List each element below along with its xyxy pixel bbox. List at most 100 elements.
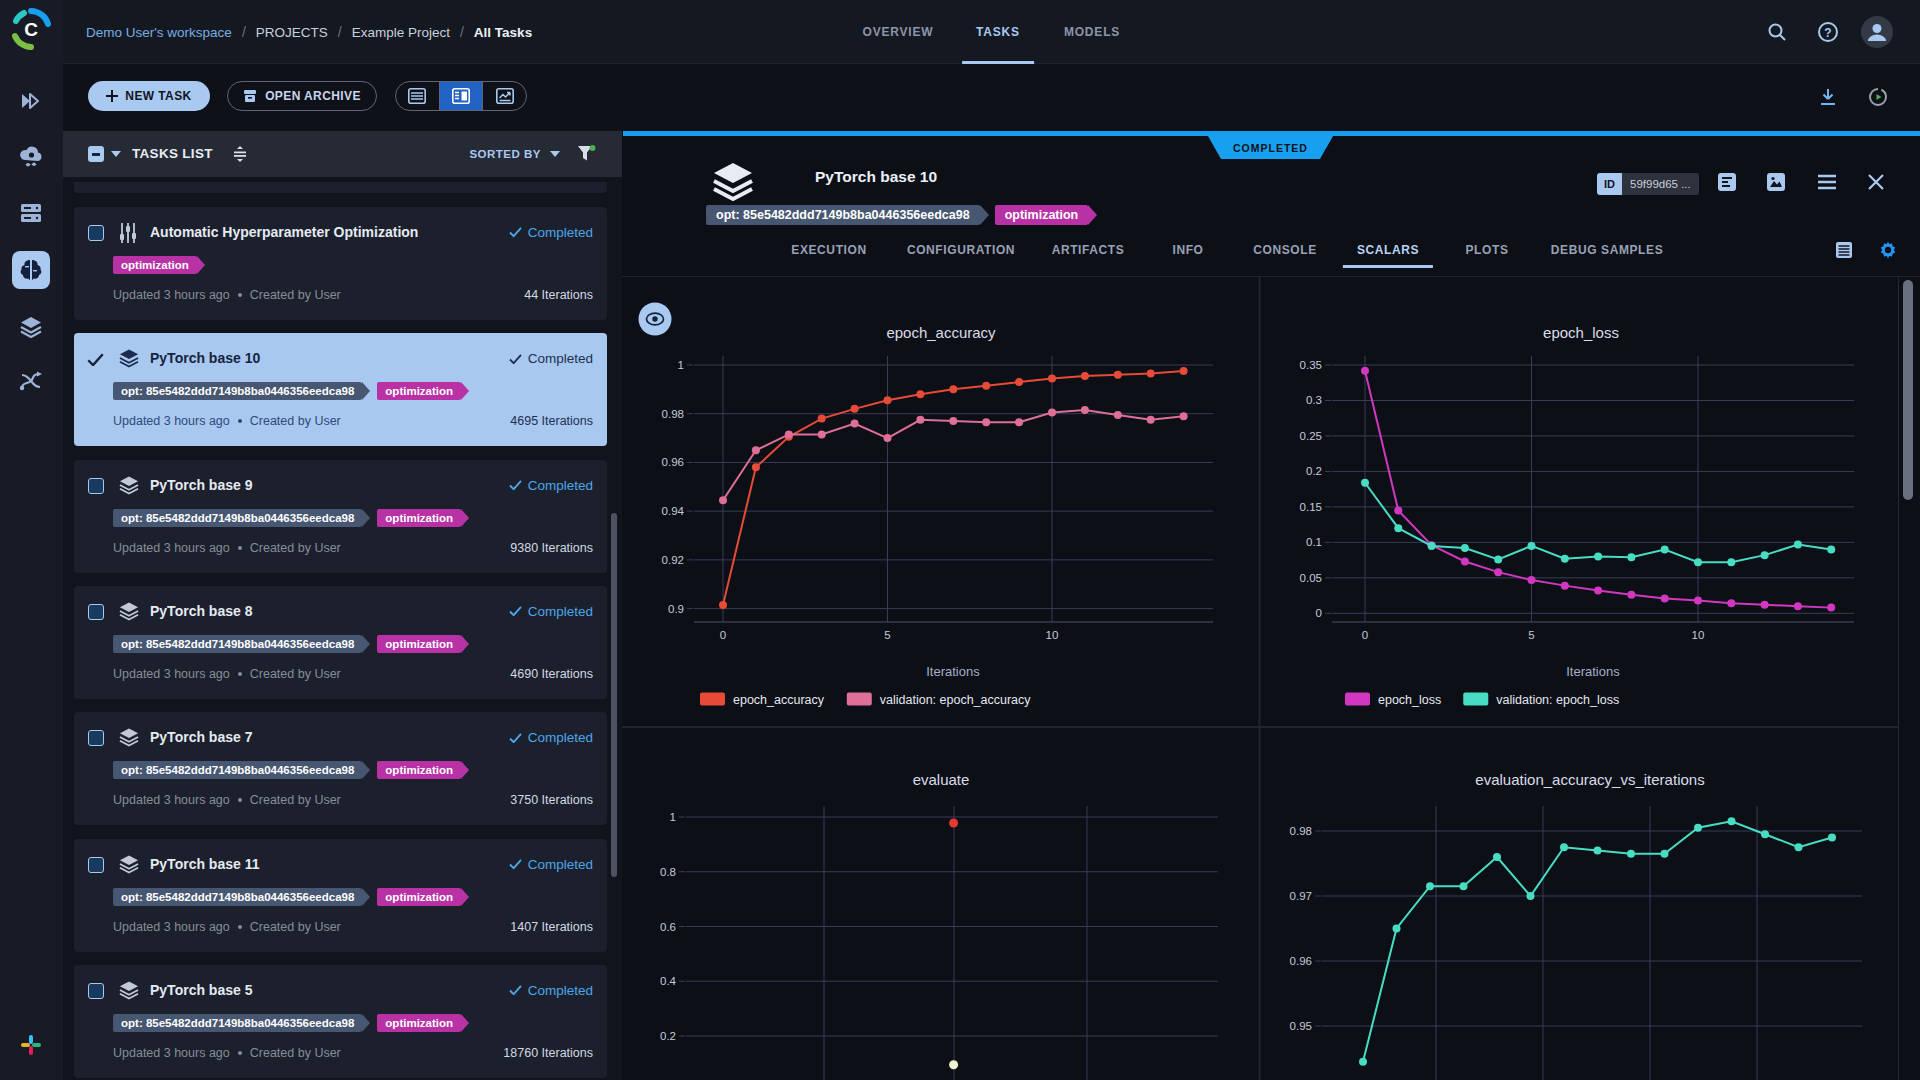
svg-text:evaluation_accuracy_vs_iterati: evaluation_accuracy_vs_iterations xyxy=(1475,771,1704,788)
tag-slate[interactable]: opt: 85e5482ddd7149b8ba0446356eedca98 xyxy=(113,888,362,906)
sorted-by-button[interactable]: SORTED BY xyxy=(469,131,541,177)
clearml-logo[interactable]: C xyxy=(10,8,52,50)
task-type-icon xyxy=(118,348,142,370)
sort-order-icon[interactable] xyxy=(231,145,249,163)
chevron-down-icon[interactable] xyxy=(111,151,121,157)
detail-tab-configuration[interactable]: CONFIGURATION xyxy=(893,230,1029,270)
chart-evaluate[interactable]: 10.80.60.40.2evaluate xyxy=(660,771,1218,1080)
filter-icon[interactable] xyxy=(577,145,596,163)
chart-view-icon xyxy=(496,88,514,104)
task-card-partial[interactable] xyxy=(74,182,607,193)
chart-view-button[interactable] xyxy=(482,82,526,110)
task-checkbox[interactable] xyxy=(88,730,104,746)
breadcrumb-item[interactable]: All Tasks xyxy=(474,25,532,40)
tag-slate[interactable]: opt: 85e5482ddd7149b8ba0446356eedca98 xyxy=(113,509,362,527)
id-value: 59f99d65 ... xyxy=(1622,173,1699,195)
metrics-table-button[interactable] xyxy=(1832,238,1856,262)
profile-button[interactable] xyxy=(1861,16,1893,48)
task-card[interactable]: PyTorch base 10 Completed opt: 85e5482dd… xyxy=(74,333,607,446)
top-tab-overview[interactable]: OVERVIEW xyxy=(863,0,934,64)
detail-tab-info[interactable]: INFO xyxy=(1158,230,1217,270)
top-tab-models[interactable]: MODELS xyxy=(1064,0,1120,64)
detail-tab-debug-samples[interactable]: DEBUG SAMPLES xyxy=(1537,230,1677,270)
task-checkbox[interactable] xyxy=(88,225,104,241)
task-checkbox[interactable] xyxy=(88,478,104,494)
tag-pink[interactable]: optimization xyxy=(113,256,197,274)
task-checkbox-checked[interactable] xyxy=(87,352,104,370)
svg-text:0: 0 xyxy=(1316,607,1322,619)
task-log-button[interactable] xyxy=(1715,171,1739,193)
detail-tab-console[interactable]: CONSOLE xyxy=(1239,230,1331,270)
breadcrumb-item[interactable]: Demo User's workspace xyxy=(86,25,232,40)
svg-text:validation: epoch_loss: validation: epoch_loss xyxy=(1496,693,1619,707)
auto-refresh-button[interactable] xyxy=(1862,81,1894,113)
task-card[interactable]: PyTorch base 11 Completed opt: 85e5482dd… xyxy=(74,839,607,952)
task-card[interactable]: PyTorch base 9 Completed opt: 85e5482ddd… xyxy=(74,460,607,573)
list-scrollbar[interactable] xyxy=(611,513,617,877)
task-card[interactable]: PyTorch base 7 Completed opt: 85e5482ddd… xyxy=(74,712,607,825)
task-checkbox[interactable] xyxy=(88,857,104,873)
detail-scrollbar[interactable] xyxy=(1903,280,1913,500)
download-button[interactable] xyxy=(1812,81,1844,113)
tag-slate[interactable]: opt: 85e5482ddd7149b8ba0446356eedca98 xyxy=(706,205,980,225)
task-iterations: 44 Iterations xyxy=(524,288,593,302)
sorted-by-caret-icon[interactable] xyxy=(550,151,560,157)
task-status: Completed xyxy=(509,730,593,745)
tag-pink[interactable]: optimization xyxy=(377,509,461,527)
status-ribbon: COMPLETED xyxy=(1208,136,1333,159)
split-view-button[interactable] xyxy=(439,82,483,110)
task-id-badge[interactable]: ID 59f99d65 ... xyxy=(1597,173,1699,195)
open-archive-button[interactable]: OPEN ARCHIVE xyxy=(227,81,377,111)
tag-pink[interactable]: optimization xyxy=(377,635,461,653)
svg-text:0.96: 0.96 xyxy=(662,456,684,468)
tag-pink[interactable]: optimization xyxy=(377,382,461,400)
select-all-checkbox[interactable] xyxy=(88,146,104,162)
task-card-tags: opt: 85e5482ddd7149b8ba0446356eedca98 opt… xyxy=(113,888,476,906)
detail-tab-scalars[interactable]: SCALARS xyxy=(1343,230,1433,270)
getting-started-icon[interactable] xyxy=(18,88,44,114)
experiments-icon[interactable] xyxy=(18,257,44,283)
task-type-icon xyxy=(118,222,142,244)
help-button[interactable]: ? xyxy=(1812,16,1844,48)
tag-pink[interactable]: optimization xyxy=(377,761,461,779)
scalars-settings-button[interactable] xyxy=(1876,238,1900,262)
tag-slate[interactable]: opt: 85e5482ddd7149b8ba0446356eedca98 xyxy=(113,382,362,400)
task-status: Completed xyxy=(509,983,593,998)
svg-text:0.4: 0.4 xyxy=(660,975,677,987)
svg-text:0.95: 0.95 xyxy=(1290,1020,1312,1032)
top-tab-tasks[interactable]: TASKS xyxy=(976,0,1020,64)
pipelines-icon[interactable] xyxy=(18,368,44,394)
detail-menu-button[interactable] xyxy=(1815,171,1839,193)
detail-tab-execution[interactable]: EXECUTION xyxy=(777,230,880,270)
tag-slate[interactable]: opt: 85e5482ddd7149b8ba0446356eedca98 xyxy=(113,1014,362,1032)
task-checkbox[interactable] xyxy=(88,983,104,999)
detail-tab-artifacts[interactable]: ARTIFACTS xyxy=(1038,230,1139,270)
show-hide-metrics-button[interactable] xyxy=(639,303,672,336)
breadcrumb-item[interactable]: Example Project xyxy=(352,25,450,40)
new-task-button[interactable]: NEW TASK xyxy=(88,81,210,111)
cloud-autoscaler-icon[interactable] xyxy=(18,143,44,169)
tag-pink[interactable]: optimization xyxy=(995,205,1089,225)
slack-icon[interactable] xyxy=(20,1034,42,1056)
task-card[interactable]: Automatic Hyperparameter Optimization Co… xyxy=(74,207,607,320)
scalars-charts[interactable]: 10.980.960.940.920.90510epoch_accuracyIt… xyxy=(622,276,1920,1080)
task-card-meta: Updated 3 hours agoCreated by User xyxy=(113,1046,341,1060)
chart-epoch_accuracy[interactable]: 10.980.960.940.920.90510epoch_accuracyIt… xyxy=(662,324,1213,707)
breadcrumb-item[interactable]: PROJECTS xyxy=(256,25,328,40)
tag-slate[interactable]: opt: 85e5482ddd7149b8ba0446356eedca98 xyxy=(113,635,362,653)
close-detail-button[interactable] xyxy=(1864,171,1888,193)
chart-evaluation_accuracy_vs_iterations[interactable]: 0.980.970.960.95evaluation_accuracy_vs_i… xyxy=(1290,771,1862,1080)
task-preview-button[interactable] xyxy=(1764,171,1788,193)
datasets-icon[interactable] xyxy=(18,200,44,226)
tag-slate[interactable]: opt: 85e5482ddd7149b8ba0446356eedca98 xyxy=(113,761,362,779)
table-view-button[interactable] xyxy=(396,82,439,110)
detail-tab-plots[interactable]: PLOTS xyxy=(1451,230,1522,270)
tag-pink[interactable]: optimization xyxy=(377,1014,461,1032)
search-button[interactable] xyxy=(1761,16,1793,48)
models-icon[interactable] xyxy=(18,314,44,340)
task-card[interactable]: PyTorch base 8 Completed opt: 85e5482ddd… xyxy=(74,586,607,699)
chart-epoch_loss[interactable]: 0.350.30.250.20.150.10.0500510epoch_loss… xyxy=(1300,324,1854,707)
tag-pink[interactable]: optimization xyxy=(377,888,461,906)
task-checkbox[interactable] xyxy=(88,604,104,620)
task-card[interactable]: PyTorch base 5 Completed opt: 85e5482ddd… xyxy=(74,965,607,1078)
